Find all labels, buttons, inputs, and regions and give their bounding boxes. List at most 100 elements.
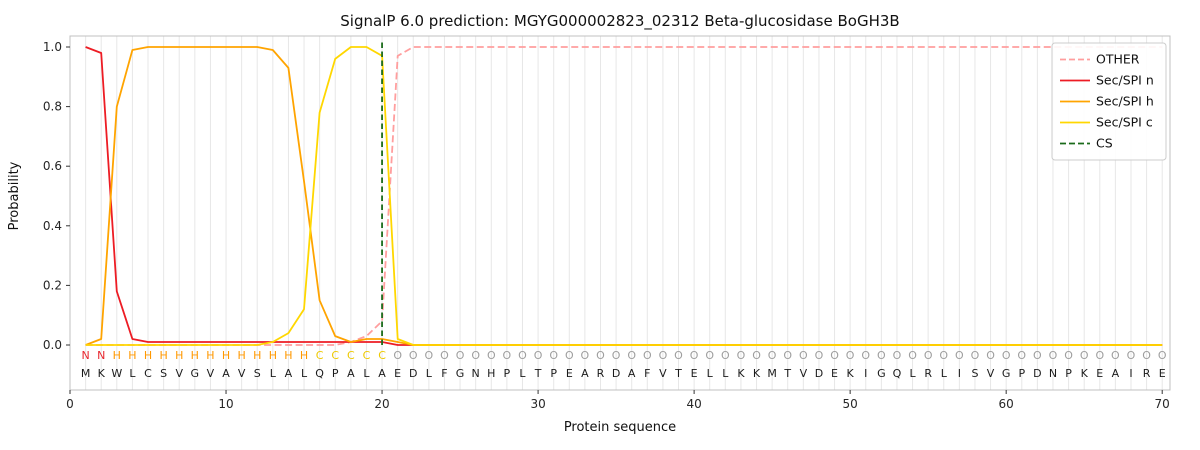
x-tick-label: 10 bbox=[218, 397, 233, 411]
sequence-letter: L bbox=[363, 367, 370, 380]
sequence-letter: A bbox=[285, 367, 293, 380]
region-letter: C bbox=[331, 349, 339, 362]
y-tick-label: 0.8 bbox=[43, 100, 62, 114]
legend-item-cs: CS bbox=[1060, 136, 1113, 151]
sequence-letter: V bbox=[238, 367, 246, 380]
region-letter: H bbox=[222, 349, 230, 362]
region-letter: H bbox=[206, 349, 214, 362]
legend-label: CS bbox=[1096, 136, 1113, 151]
sequence-letter: L bbox=[909, 367, 916, 380]
region-letter: O bbox=[674, 349, 683, 362]
sequence-letter: G bbox=[877, 367, 886, 380]
sequence-letter: E bbox=[566, 367, 573, 380]
x-tick-label: 0 bbox=[66, 397, 74, 411]
region-letter: O bbox=[549, 349, 558, 362]
region-letter: O bbox=[955, 349, 964, 362]
region-letter: O bbox=[908, 349, 917, 362]
y-tick-label: 0.6 bbox=[43, 159, 62, 173]
region-letter: C bbox=[347, 349, 355, 362]
sequence-letter: S bbox=[254, 367, 261, 380]
sequence-letter: S bbox=[160, 367, 167, 380]
sequence-letter: W bbox=[111, 367, 122, 380]
sequence-letter: L bbox=[707, 367, 714, 380]
legend-item-sec-spi-h: Sec/SPI h bbox=[1060, 94, 1154, 109]
x-tick-label: 40 bbox=[686, 397, 701, 411]
sequence-letter: K bbox=[98, 367, 106, 380]
sequence-letter: K bbox=[1081, 367, 1089, 380]
sequence-letter: A bbox=[347, 367, 355, 380]
region-letter: O bbox=[487, 349, 496, 362]
y-tick-label: 1.0 bbox=[43, 40, 62, 54]
sequence-letter: E bbox=[394, 367, 401, 380]
sequence-letter: M bbox=[767, 367, 777, 380]
x-tick-label: 30 bbox=[530, 397, 545, 411]
region-letter: N bbox=[97, 349, 105, 362]
sequence-letter: T bbox=[783, 367, 791, 380]
legend: OTHER Sec/SPI n Sec/SPI h Sec/SPI c CS bbox=[1051, 42, 1167, 161]
sequence-letter: K bbox=[753, 367, 761, 380]
sequence-letter: N bbox=[1049, 367, 1057, 380]
legend-label: Sec/SPI h bbox=[1096, 94, 1154, 109]
sequence-letter: Q bbox=[893, 367, 902, 380]
series-line-sec-spi-h bbox=[85, 46, 1163, 346]
sequence-letter: A bbox=[628, 367, 636, 380]
sequence-letter: G bbox=[456, 367, 465, 380]
sequence-letter: D bbox=[1033, 367, 1041, 380]
region-letter: C bbox=[363, 349, 371, 362]
sequence-letter: A bbox=[1112, 367, 1120, 380]
region-letter: H bbox=[237, 349, 245, 362]
region-letter: O bbox=[830, 349, 839, 362]
sequence-letter: V bbox=[987, 367, 995, 380]
sequence-letter: V bbox=[659, 367, 667, 380]
region-letter: O bbox=[1049, 349, 1058, 362]
sequence-letter: A bbox=[581, 367, 589, 380]
y-tick-label: 0.4 bbox=[43, 219, 62, 233]
x-tick-label: 60 bbox=[999, 397, 1014, 411]
sequence-letter: F bbox=[441, 367, 447, 380]
sequence-letter: L bbox=[519, 367, 526, 380]
region-letter: O bbox=[783, 349, 792, 362]
region-letter: O bbox=[409, 349, 418, 362]
sequence-letter: L bbox=[426, 367, 433, 380]
x-axis-label: Protein sequence bbox=[564, 420, 676, 435]
region-letter: O bbox=[924, 349, 933, 362]
gridlines bbox=[85, 36, 1163, 390]
sequence-letter: D bbox=[612, 367, 620, 380]
region-letter: O bbox=[939, 349, 948, 362]
series-line-sec-spi-c bbox=[85, 46, 1163, 346]
plot-area: 0.00.20.40.60.81.00 10 20 30 40 50 60 70N N H H H H H… bbox=[43, 35, 1171, 411]
region-letter: O bbox=[518, 349, 527, 362]
sequence-letter: K bbox=[847, 367, 855, 380]
region-letter: O bbox=[534, 349, 543, 362]
y-tick-label: 0.0 bbox=[43, 338, 62, 352]
sequence-letter: A bbox=[222, 367, 230, 380]
region-letter: H bbox=[253, 349, 261, 362]
region-letter: O bbox=[1017, 349, 1026, 362]
sequence-letter: R bbox=[1143, 367, 1151, 380]
plot-frame bbox=[69, 35, 1171, 391]
region-letter: O bbox=[596, 349, 605, 362]
sequence-letter: D bbox=[815, 367, 823, 380]
legend-label: OTHER bbox=[1096, 52, 1140, 67]
region-letter: O bbox=[768, 349, 777, 362]
x-tick-label: 20 bbox=[374, 397, 389, 411]
region-letter: H bbox=[300, 349, 308, 362]
region-letter: O bbox=[1080, 349, 1089, 362]
region-letter: H bbox=[159, 349, 167, 362]
region-letter: O bbox=[425, 349, 434, 362]
x-tick-label: 70 bbox=[1155, 397, 1170, 411]
region-letter: H bbox=[144, 349, 152, 362]
region-letter: O bbox=[503, 349, 512, 362]
sequence-letter: S bbox=[971, 367, 978, 380]
chart-title: SignalP 6.0 prediction: MGYG000002823_02… bbox=[340, 12, 899, 31]
region-letter: O bbox=[1158, 349, 1167, 362]
sequence-letter: L bbox=[301, 367, 308, 380]
sequence-letter: E bbox=[691, 367, 698, 380]
region-letter: O bbox=[1142, 349, 1151, 362]
region-letter: O bbox=[565, 349, 574, 362]
sequence-letter: C bbox=[144, 367, 152, 380]
sequence-letter: L bbox=[941, 367, 948, 380]
region-letter: O bbox=[581, 349, 590, 362]
region-letter: O bbox=[690, 349, 699, 362]
